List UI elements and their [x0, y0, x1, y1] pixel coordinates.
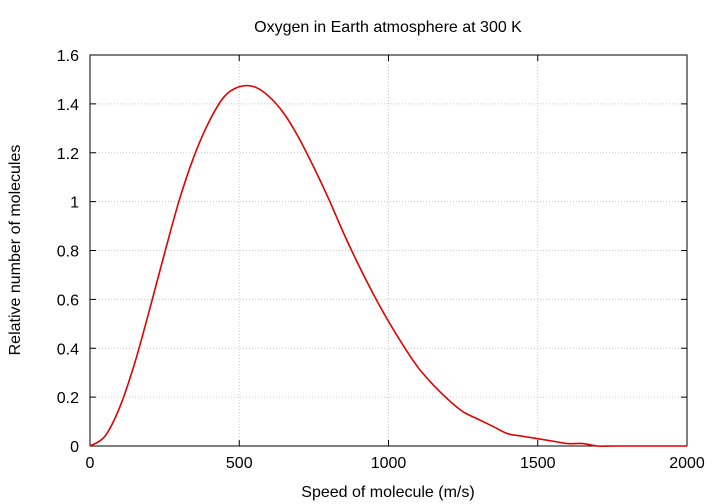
x-tick-label: 0 [86, 455, 95, 472]
y-tick-label: 1 [70, 195, 79, 212]
chart-title: Oxygen in Earth atmosphere at 300 K [254, 19, 522, 36]
grid-lines [90, 55, 687, 446]
series-layer [89, 84, 687, 447]
y-tick-label: 1.2 [57, 146, 79, 163]
y-tick-label: 0 [70, 439, 79, 456]
y-tick-label: 1.6 [57, 48, 79, 65]
y-tick-label: 0.4 [57, 341, 79, 358]
y-tick-label: 0.2 [57, 390, 79, 407]
axis-ticks: 0 500 1000 1500 2000 0 0.2 0.4 0.6 0.8 1 1.2 1.4 1.6 [57, 48, 705, 472]
x-tick-label: 1500 [520, 455, 556, 472]
x-tick-label: 1000 [371, 455, 407, 472]
x-tick-label: 2000 [669, 455, 705, 472]
distribution-curve [89, 84, 687, 447]
y-tick-label: 1.4 [57, 97, 79, 114]
x-tick-label: 500 [226, 455, 253, 472]
y-axis-label: Relative number of molecules [7, 145, 24, 356]
y-tick-label: 0.8 [57, 244, 79, 261]
x-axis-label: Speed of molecule (m/s) [301, 484, 474, 501]
y-tick-label: 0.6 [57, 292, 79, 309]
